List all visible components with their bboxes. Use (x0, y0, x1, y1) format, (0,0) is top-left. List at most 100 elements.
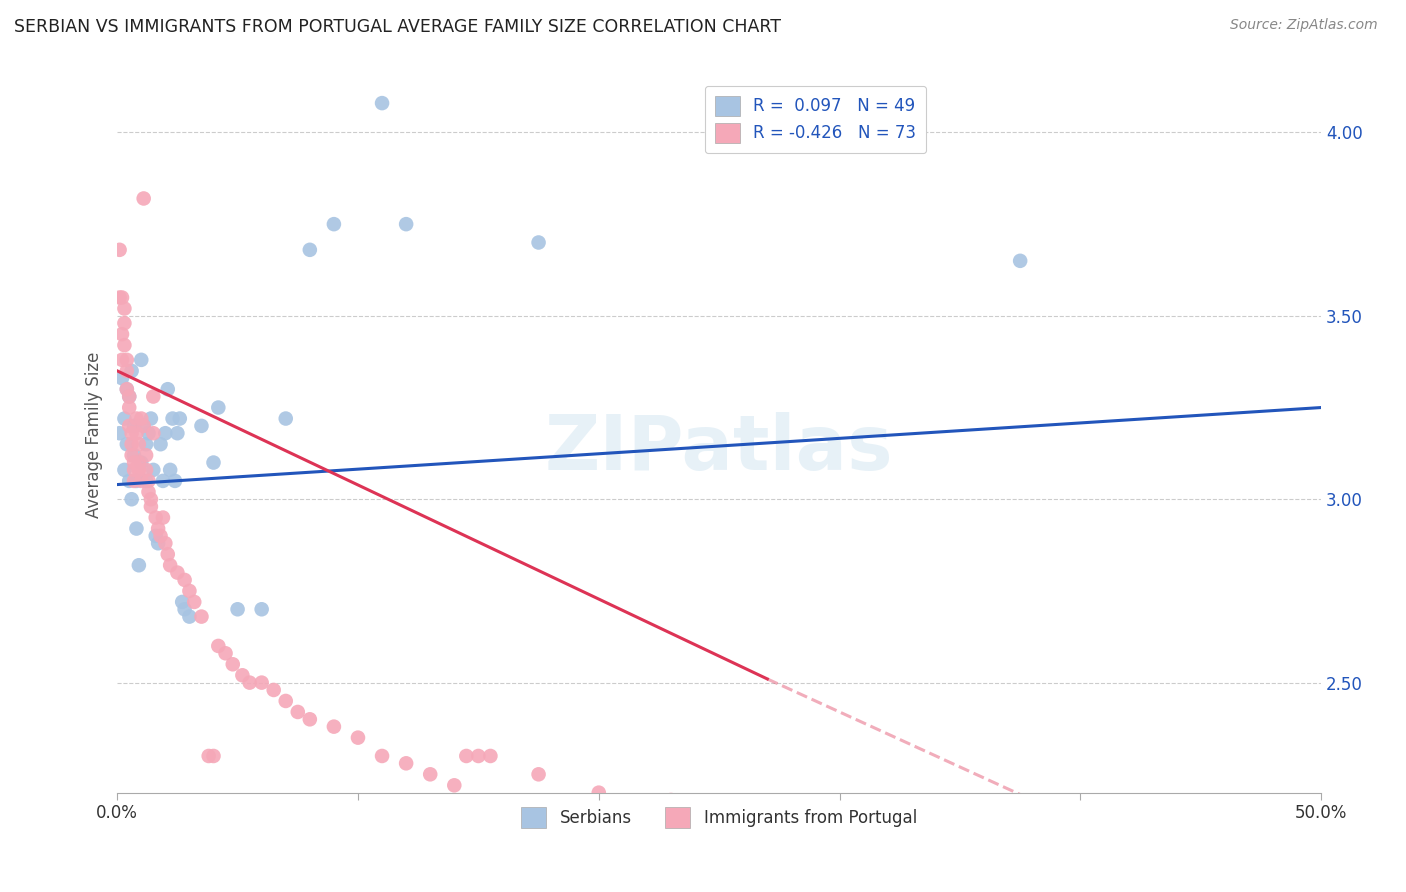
Point (179, 609, 201, 624)
Point (121, 448, 143, 462)
Point (118, 390, 141, 404)
Point (347, 731, 370, 745)
Point (121, 364, 143, 378)
Point (115, 437, 138, 451)
Point (132, 418, 155, 433)
Point (149, 529, 172, 543)
Point (128, 463, 150, 477)
Point (263, 682, 285, 697)
Point (125, 522, 148, 536)
Point (207, 639, 229, 653)
Point (112, 338, 135, 352)
Point (173, 573, 195, 587)
Point (443, 778, 465, 792)
Point (111, 291, 134, 305)
Point (226, 602, 249, 616)
Point (125, 474, 148, 488)
Point (183, 595, 205, 609)
Point (129, 474, 152, 488)
Point (156, 547, 179, 561)
Point (274, 411, 297, 425)
Point (190, 418, 212, 433)
Y-axis label: Average Family Size: Average Family Size (86, 351, 103, 518)
Text: Source: ZipAtlas.com: Source: ZipAtlas.com (1230, 18, 1378, 32)
Point (322, 217, 344, 231)
Point (1010, 253, 1032, 268)
Point (128, 456, 150, 470)
Point (527, 235, 550, 250)
Point (122, 448, 145, 462)
Point (207, 401, 229, 415)
Text: ZIPatlas: ZIPatlas (546, 412, 893, 486)
Point (202, 456, 225, 470)
Point (588, 786, 610, 800)
Point (419, 767, 441, 781)
Point (129, 411, 152, 425)
Point (115, 382, 138, 396)
Point (155, 536, 177, 550)
Point (145, 529, 167, 543)
Point (118, 418, 141, 433)
Point (163, 474, 186, 488)
Point (139, 492, 162, 507)
Point (112, 301, 135, 316)
Point (173, 602, 195, 616)
Point (172, 595, 194, 609)
Point (135, 474, 157, 488)
Point (142, 390, 165, 404)
Point (149, 437, 172, 451)
Point (371, 749, 394, 764)
Point (128, 558, 150, 573)
Point (169, 411, 191, 425)
Point (111, 352, 134, 367)
Point (156, 382, 179, 396)
Point (222, 657, 245, 672)
Point (115, 352, 138, 367)
Point (112, 463, 135, 477)
Point (159, 463, 181, 477)
Point (287, 705, 309, 719)
Point (132, 192, 155, 206)
Point (659, 793, 682, 807)
Point (467, 749, 489, 764)
Point (135, 463, 157, 477)
Point (231, 668, 253, 682)
Point (128, 437, 150, 451)
Point (166, 426, 188, 441)
Point (142, 426, 165, 441)
Point (132, 418, 155, 433)
Point (135, 437, 157, 451)
Point (138, 426, 160, 441)
Point (115, 364, 138, 378)
Text: SERBIAN VS IMMIGRANTS FROM PORTUGAL AVERAGE FAMILY SIZE CORRELATION CHART: SERBIAN VS IMMIGRANTS FROM PORTUGAL AVER… (14, 18, 782, 36)
Point (112, 316, 135, 330)
Point (122, 463, 145, 477)
Point (118, 401, 141, 415)
Point (155, 426, 177, 441)
Point (179, 583, 201, 598)
Point (138, 474, 160, 488)
Point (139, 500, 162, 514)
Point (190, 609, 212, 624)
Point (112, 411, 135, 425)
Point (135, 448, 157, 462)
Point (129, 352, 152, 367)
Point (202, 749, 225, 764)
Point (118, 474, 141, 488)
Point (145, 510, 167, 524)
Point (118, 390, 141, 404)
Point (239, 675, 262, 690)
Point (298, 243, 321, 257)
Point (121, 492, 143, 507)
Point (125, 426, 148, 441)
Point (129, 456, 152, 470)
Point (371, 96, 394, 111)
Point (125, 411, 148, 425)
Point (152, 474, 174, 488)
Point (274, 694, 297, 708)
Point (142, 463, 165, 477)
Point (298, 712, 321, 726)
Point (139, 411, 162, 425)
Point (395, 756, 418, 771)
Point (138, 484, 160, 499)
